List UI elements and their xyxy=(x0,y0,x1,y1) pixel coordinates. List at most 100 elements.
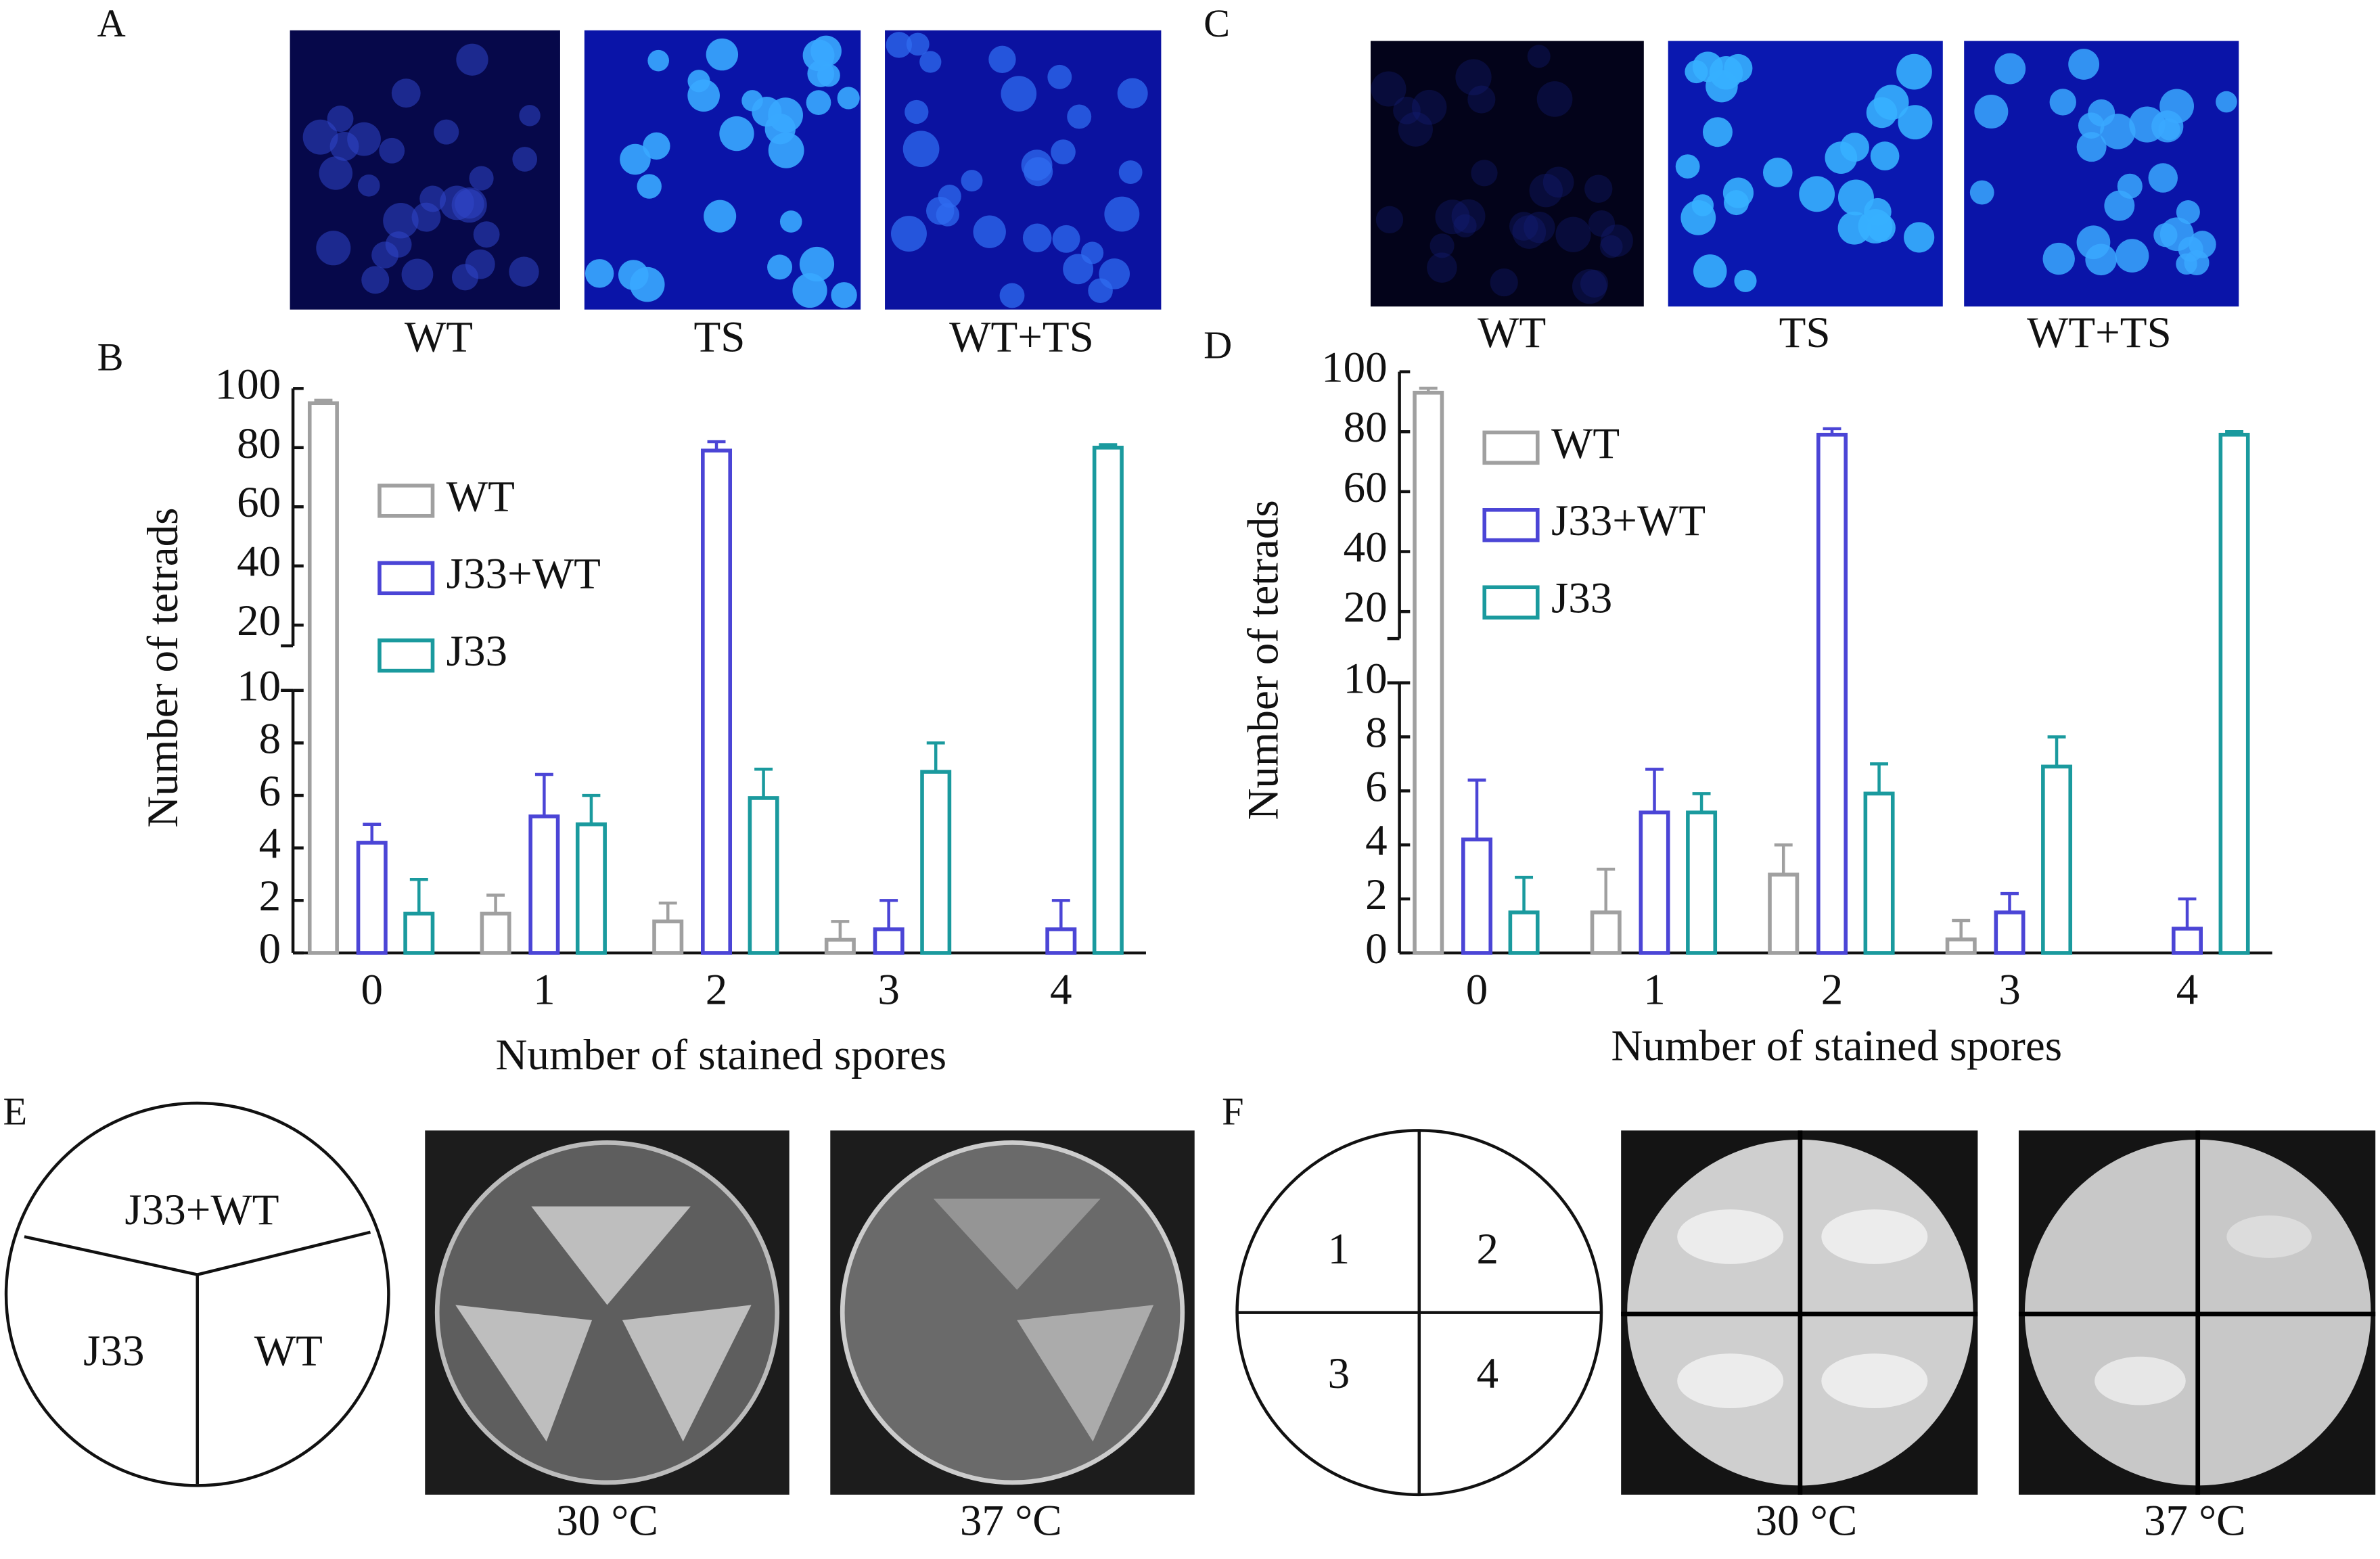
panel-label: D xyxy=(1204,323,1232,367)
legend-label: WT xyxy=(1551,419,1620,468)
bar xyxy=(1045,927,1077,955)
y-tick-label: 8 xyxy=(1365,708,1388,757)
cell xyxy=(1685,60,1708,84)
panel-label: F xyxy=(1222,1089,1243,1133)
cell xyxy=(999,283,1025,308)
cell xyxy=(1063,254,1094,285)
cell xyxy=(1555,216,1591,252)
plate-label: 37 °C xyxy=(960,1497,1062,1545)
cell xyxy=(988,45,1016,73)
cell xyxy=(919,51,942,73)
cell xyxy=(316,231,351,266)
cell xyxy=(1047,64,1072,89)
bar xyxy=(873,927,905,955)
bar xyxy=(1461,837,1493,955)
panel-label: A xyxy=(97,1,126,45)
cell xyxy=(1067,104,1092,129)
bar xyxy=(356,841,388,955)
x-tick-label: 2 xyxy=(1821,965,1844,1014)
x-tick-label: 2 xyxy=(706,965,728,1014)
y-tick-label: 2 xyxy=(259,872,281,921)
cell xyxy=(1451,199,1486,233)
bar xyxy=(2041,764,2073,955)
cell xyxy=(509,256,539,287)
cell xyxy=(1524,212,1555,243)
cell xyxy=(2104,190,2135,221)
y-tick-label: 6 xyxy=(259,767,281,816)
sector-label: J33+WT xyxy=(124,1186,279,1234)
x-tick-label: 4 xyxy=(2176,965,2199,1014)
bar xyxy=(575,822,607,955)
micrograph xyxy=(1668,41,1943,307)
cell xyxy=(779,210,802,233)
y-tick-label: 8 xyxy=(259,714,281,763)
sector-label: 3 xyxy=(1328,1349,1350,1398)
bar xyxy=(701,448,733,955)
bar xyxy=(1092,446,1124,955)
cell xyxy=(456,43,488,76)
cell xyxy=(1529,173,1563,208)
bar xyxy=(1413,390,1444,955)
cell xyxy=(831,282,857,308)
cell xyxy=(1021,149,1053,181)
legend-swatch xyxy=(1482,585,1540,620)
cell xyxy=(2148,163,2178,193)
bar xyxy=(1686,810,1718,955)
cell xyxy=(1870,141,1900,170)
panel-label: C xyxy=(1204,1,1230,45)
cell xyxy=(2159,217,2194,252)
y-tick-label: 100 xyxy=(1321,344,1388,392)
sector-label: J33 xyxy=(83,1326,144,1375)
cell xyxy=(1117,78,1148,109)
cell xyxy=(1052,225,1080,253)
cell xyxy=(469,166,494,191)
x-axis-label: Number of stained spores xyxy=(495,1031,946,1079)
cell xyxy=(891,216,927,252)
cell xyxy=(1104,196,1140,232)
cell xyxy=(1527,45,1551,68)
sector-label: 1 xyxy=(1328,1225,1350,1274)
cell xyxy=(1904,222,1935,253)
y-tick-label: 100 xyxy=(215,360,281,409)
panel-label: E xyxy=(3,1089,28,1133)
cell xyxy=(1709,56,1743,90)
cell xyxy=(1509,212,1538,241)
cell xyxy=(886,32,913,58)
cell xyxy=(2076,225,2111,260)
cell xyxy=(905,99,929,124)
y-tick-label: 20 xyxy=(237,597,281,645)
x-tick-label: 4 xyxy=(1050,965,1072,1014)
cell xyxy=(512,147,538,172)
cell xyxy=(1088,278,1113,304)
cell xyxy=(385,231,412,258)
cell xyxy=(806,90,831,116)
bar xyxy=(1994,910,2026,955)
cell xyxy=(1873,85,1909,120)
legend-label: J33 xyxy=(1551,574,1612,623)
plate-label: 37 °C xyxy=(2144,1497,2246,1545)
cell xyxy=(2049,89,2076,116)
cell xyxy=(902,131,940,168)
y-tick-label: 0 xyxy=(1365,925,1388,973)
cell xyxy=(2042,242,2075,275)
cell xyxy=(1599,235,1623,258)
y-tick-label: 2 xyxy=(1365,870,1388,919)
cell xyxy=(1455,59,1492,95)
cell xyxy=(704,200,737,233)
cell xyxy=(2176,200,2200,225)
cell xyxy=(1427,252,1457,283)
cell xyxy=(906,32,930,56)
y-tick-label: 60 xyxy=(237,478,281,527)
legend-swatch xyxy=(1482,430,1540,465)
bar xyxy=(1768,872,1800,955)
image-label: WT+TS xyxy=(949,313,1094,362)
legend-swatch xyxy=(1482,508,1540,542)
cell xyxy=(1371,71,1406,107)
cell xyxy=(2184,250,2210,275)
plate-label: 30 °C xyxy=(1756,1497,1858,1545)
cell xyxy=(1837,179,1874,216)
cell xyxy=(767,254,793,280)
